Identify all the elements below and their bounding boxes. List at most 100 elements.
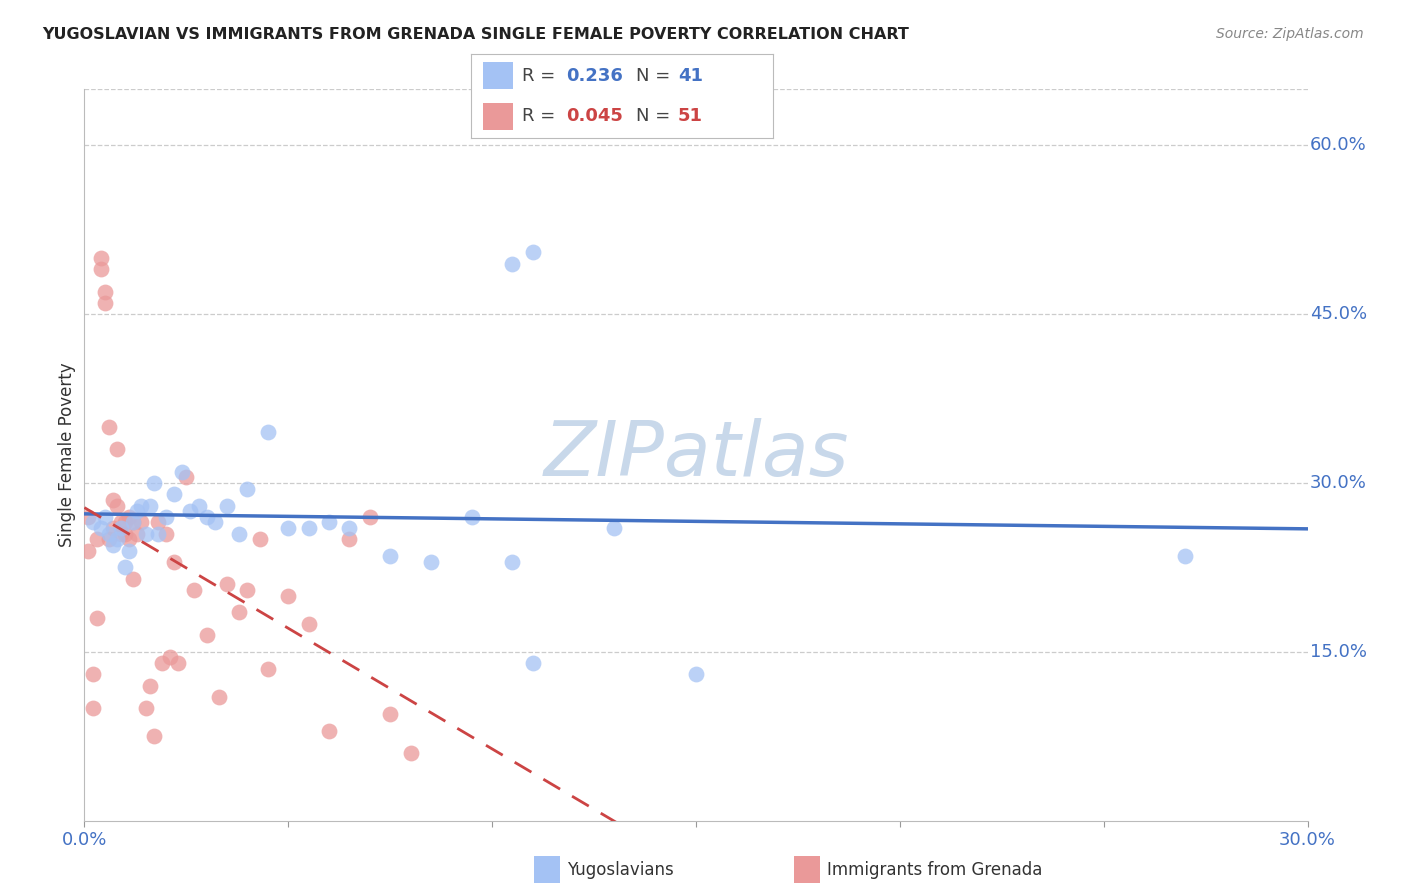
Text: 30.0%: 30.0%	[1310, 474, 1367, 492]
Point	[217, 577, 239, 591]
Point	[298, 521, 321, 535]
FancyBboxPatch shape	[484, 62, 513, 89]
Point	[217, 499, 239, 513]
Point	[135, 526, 157, 541]
Point	[110, 521, 132, 535]
Point	[277, 589, 299, 603]
Point	[603, 521, 626, 535]
Point	[118, 533, 141, 547]
Point	[118, 509, 141, 524]
Point	[97, 533, 120, 547]
Point	[146, 516, 169, 530]
Point	[522, 245, 544, 260]
Point	[101, 538, 124, 552]
Point	[127, 526, 149, 541]
Point	[318, 723, 340, 738]
Point	[90, 262, 112, 277]
Text: N =: N =	[636, 67, 676, 85]
Point	[97, 419, 120, 434]
Point	[82, 516, 104, 530]
Point	[249, 533, 271, 547]
Point	[277, 521, 299, 535]
Point	[257, 662, 280, 676]
Point	[110, 526, 132, 541]
Text: 15.0%: 15.0%	[1310, 643, 1367, 661]
Point	[339, 533, 360, 547]
Point	[172, 465, 194, 479]
Point	[90, 251, 112, 265]
Point	[228, 606, 250, 620]
Point	[142, 729, 165, 743]
Point	[105, 442, 128, 457]
Point	[380, 549, 402, 564]
Point	[163, 487, 186, 501]
Point	[522, 656, 544, 670]
Point	[420, 555, 443, 569]
Point	[86, 533, 108, 547]
Text: 0.236: 0.236	[567, 67, 623, 85]
Text: R =: R =	[523, 67, 561, 85]
Point	[142, 476, 165, 491]
Point	[77, 509, 100, 524]
Point	[86, 611, 108, 625]
Text: Yugoslavians: Yugoslavians	[567, 861, 673, 879]
Point	[114, 560, 136, 574]
Text: 51: 51	[678, 107, 703, 125]
Point	[359, 509, 381, 524]
Point	[228, 526, 250, 541]
Point	[114, 526, 136, 541]
Point	[93, 285, 115, 299]
Point	[380, 706, 402, 721]
Text: N =: N =	[636, 107, 676, 125]
Point	[155, 526, 177, 541]
Point	[318, 516, 340, 530]
Point	[174, 470, 197, 484]
Text: ZIPatlas: ZIPatlas	[543, 418, 849, 491]
Point	[122, 572, 145, 586]
Point	[163, 555, 186, 569]
Point	[82, 701, 104, 715]
Point	[97, 526, 120, 541]
Point	[236, 482, 259, 496]
Point	[204, 516, 226, 530]
Point	[131, 516, 153, 530]
Point	[138, 679, 160, 693]
Point	[122, 516, 145, 530]
Point	[90, 521, 112, 535]
Point	[155, 509, 177, 524]
Point	[110, 516, 132, 530]
Point	[101, 521, 124, 535]
Text: Immigrants from Grenada: Immigrants from Grenada	[827, 861, 1042, 879]
Point	[114, 516, 136, 530]
Point	[93, 509, 115, 524]
Text: 0.045: 0.045	[567, 107, 623, 125]
Text: 60.0%: 60.0%	[1310, 136, 1367, 154]
Point	[298, 616, 321, 631]
Point	[195, 628, 218, 642]
Point	[501, 555, 523, 569]
Point	[257, 425, 280, 440]
Point	[167, 656, 190, 670]
Point	[187, 499, 209, 513]
Y-axis label: Single Female Poverty: Single Female Poverty	[58, 363, 76, 547]
Point	[236, 582, 259, 597]
Text: R =: R =	[523, 107, 561, 125]
Point	[399, 746, 422, 760]
Point	[208, 690, 231, 704]
Point	[93, 296, 115, 310]
Point	[1174, 549, 1197, 564]
Text: Source: ZipAtlas.com: Source: ZipAtlas.com	[1216, 27, 1364, 41]
Point	[501, 257, 523, 271]
Point	[101, 492, 124, 507]
Point	[195, 509, 218, 524]
Point	[127, 504, 149, 518]
Point	[135, 701, 157, 715]
FancyBboxPatch shape	[484, 103, 513, 130]
Point	[146, 526, 169, 541]
Point	[179, 504, 201, 518]
Point	[131, 499, 153, 513]
Text: YUGOSLAVIAN VS IMMIGRANTS FROM GRENADA SINGLE FEMALE POVERTY CORRELATION CHART: YUGOSLAVIAN VS IMMIGRANTS FROM GRENADA S…	[42, 27, 910, 42]
Point	[150, 656, 173, 670]
Point	[183, 582, 205, 597]
Point	[159, 650, 181, 665]
